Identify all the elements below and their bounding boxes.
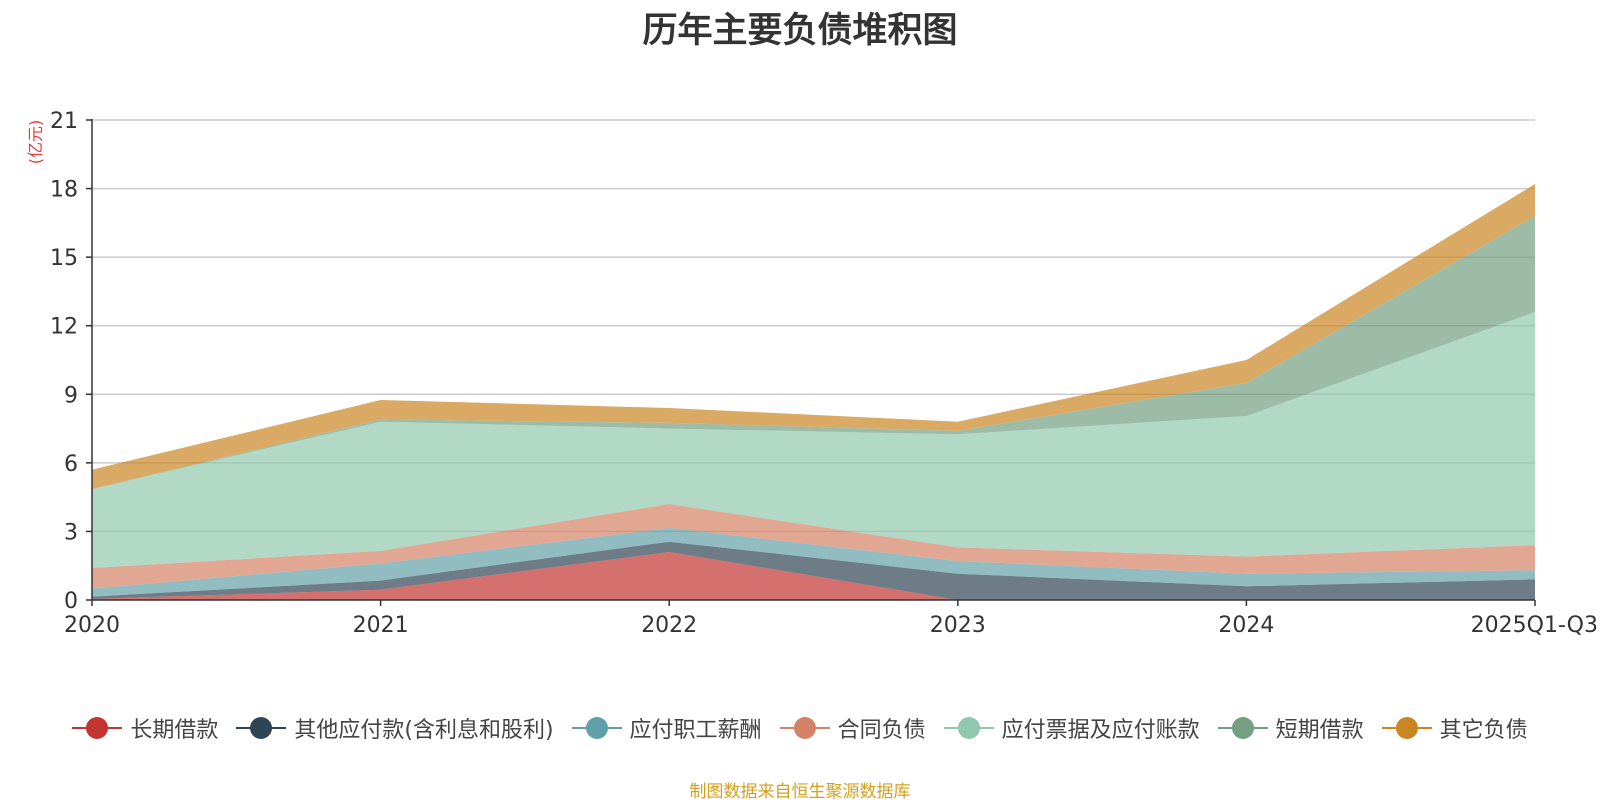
area-series-1 (92, 541, 1535, 600)
legend-label: 其它负债 (1439, 718, 1528, 743)
axes: 0 3 6 9 12 15 18 21 2020 2021 2022 2023 2024 2025Q1-Q… (50, 109, 1598, 638)
legend-marker-icon (236, 716, 287, 740)
data-source-note: 制图数据来自恒生聚源数据库 (689, 782, 911, 802)
legend-item-4[interactable]: 应付票据及应付账款 (943, 712, 1200, 744)
legend-item-2[interactable]: 应付职工薪酬 (571, 712, 762, 744)
x-tick-label-5: 2025Q1-Q3 (1471, 613, 1598, 638)
chart-title: 历年主要负债堆积图 (642, 11, 958, 51)
area-series-3 (92, 504, 1535, 589)
legend-label: 合同负债 (837, 718, 926, 743)
x-tick-label-4: 2024 (1218, 613, 1274, 638)
y-tick-label-4: 12 (50, 315, 78, 340)
x-tick-label-0: 2020 (64, 613, 120, 638)
legend-label: 短期借款 (1275, 718, 1364, 743)
area-series-2 (92, 528, 1535, 597)
y-tick-label-7: 21 (50, 109, 78, 134)
y-tick-label-1: 3 (64, 520, 78, 545)
y-tick-label-6: 18 (50, 178, 78, 203)
area-series-4 (92, 312, 1535, 568)
x-tick-label-1: 2021 (353, 613, 409, 638)
legend-item-5[interactable]: 短期借款 (1217, 712, 1364, 744)
legend-label: 其他应付款(含利息和股利) (294, 718, 554, 743)
area-series-6 (92, 184, 1535, 490)
legend-item-1[interactable]: 其他应付款(含利息和股利) (236, 712, 554, 744)
legend-marker-icon (1381, 716, 1432, 740)
y-tick-label-5: 15 (50, 246, 78, 271)
legend-marker-icon (72, 716, 123, 740)
y-tick-label-3: 9 (64, 383, 78, 408)
legend-marker-icon (779, 716, 830, 740)
legend-label: 长期借款 (130, 718, 219, 743)
area-series-5 (92, 216, 1535, 490)
legend-marker-icon (571, 716, 622, 740)
legend-label: 应付票据及应付账款 (1001, 718, 1200, 743)
x-tick-label-3: 2023 (930, 613, 986, 638)
legend-item-0[interactable]: 长期借款 (72, 712, 218, 744)
legend: 长期借款 其他应付款(含利息和股利) 应付职工薪酬 合同负债 应付票据及应付账款 短期借款… (0, 712, 1600, 744)
y-tick-label-2: 6 (64, 452, 78, 477)
legend-marker-icon (943, 716, 994, 740)
legend-label: 应付职工薪酬 (629, 718, 762, 743)
legend-item-3[interactable]: 合同负债 (779, 712, 926, 744)
y-tick-label-0: 0 (64, 589, 78, 614)
x-tick-label-2: 2022 (641, 613, 697, 638)
area-series (92, 184, 1535, 600)
legend-item-6[interactable]: 其它负债 (1381, 712, 1528, 744)
legend-marker-icon (1217, 716, 1268, 740)
